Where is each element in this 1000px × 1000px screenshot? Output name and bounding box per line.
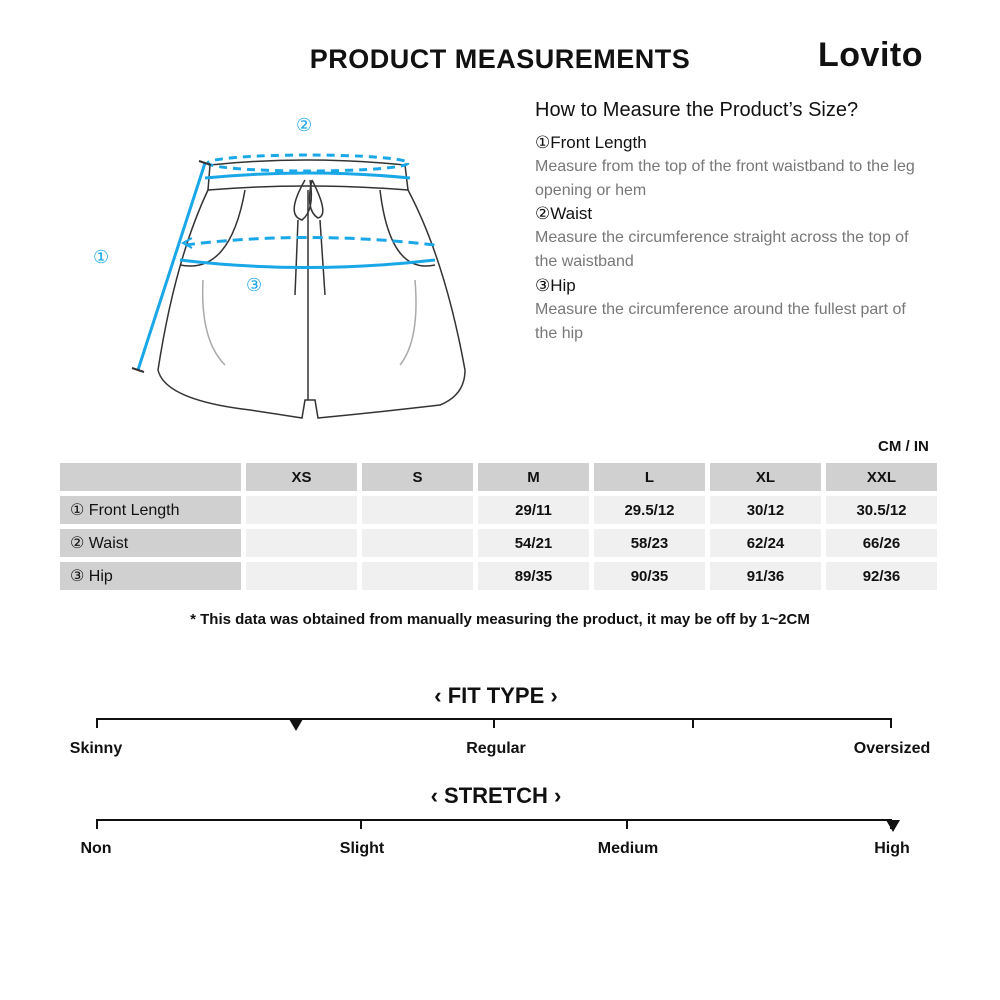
cell: 62/24 xyxy=(710,529,821,557)
scale-tick xyxy=(493,718,495,728)
scale-tick xyxy=(96,718,98,728)
guide-title: How to Measure the Product’s Size? xyxy=(535,99,859,121)
cell: 66/26 xyxy=(826,529,937,557)
scale-tick xyxy=(890,718,892,728)
marker-front-length: ① xyxy=(93,247,110,267)
guide-name: Waist xyxy=(550,204,593,223)
front-length-line xyxy=(136,162,207,371)
guide-item-waist: ②Waist xyxy=(535,204,592,224)
row-label: ③ Hip xyxy=(60,562,241,590)
column-header: M xyxy=(478,463,589,491)
column-header: XL xyxy=(710,463,821,491)
scale-tick xyxy=(96,819,98,829)
brand-logo: Lovito xyxy=(818,36,923,74)
page-title: PRODUCT MEASUREMENTS xyxy=(309,44,691,74)
measurement-note: * This data was obtained from manually m… xyxy=(190,611,810,628)
scale-tick xyxy=(626,819,628,829)
shorts-body xyxy=(157,189,466,419)
scale-tick xyxy=(692,718,694,728)
cell: 30/12 xyxy=(710,496,821,524)
fit-type-title: ‹ FIT TYPE › xyxy=(434,683,558,708)
fit-label: Oversized xyxy=(853,740,931,757)
cell xyxy=(362,562,473,590)
fit-label: Skinny xyxy=(69,740,123,757)
stretch-scale xyxy=(96,819,900,832)
guide-marker: ① xyxy=(535,133,551,152)
stretch-label: Non xyxy=(80,840,112,857)
fit-type-marker xyxy=(289,719,303,731)
guide-marker: ③ xyxy=(535,276,551,295)
cell: 91/36 xyxy=(710,562,821,590)
column-header: S xyxy=(362,463,473,491)
waistband xyxy=(207,159,409,191)
table-row: ③ Hip 89/35 90/35 91/36 92/36 xyxy=(60,562,937,590)
guide-desc: Measure the circumference around the ful… xyxy=(535,301,906,342)
table-header-row: XS S M L XL XXL xyxy=(60,463,937,491)
cell: 58/23 xyxy=(594,529,705,557)
column-header: XXL xyxy=(826,463,937,491)
cell: 29/11 xyxy=(478,496,589,524)
stretch-marker xyxy=(886,820,900,832)
hip-line xyxy=(184,236,436,247)
cell: 89/35 xyxy=(478,562,589,590)
table-row: ② Waist 54/21 58/23 62/24 66/26 xyxy=(60,529,937,557)
stretch-title: ‹ STRETCH › xyxy=(430,783,562,808)
cell xyxy=(246,529,357,557)
guide-name: Hip xyxy=(550,276,576,295)
cell: 90/35 xyxy=(594,562,705,590)
cell: 54/21 xyxy=(478,529,589,557)
cell xyxy=(362,529,473,557)
row-label: ② Waist xyxy=(60,529,241,557)
row-label: ① Front Length xyxy=(60,496,241,524)
size-table: XS S M L XL XXL ① Front Length 29/11 29.… xyxy=(55,458,942,595)
marker-waist: ② xyxy=(296,115,313,135)
stretch-label: High xyxy=(874,840,910,857)
cell xyxy=(246,562,357,590)
cell: 92/36 xyxy=(826,562,937,590)
guide-marker: ② xyxy=(535,204,551,223)
cell: 30.5/12 xyxy=(826,496,937,524)
stretch-label: Medium xyxy=(597,840,659,857)
fit-label: Regular xyxy=(466,740,526,757)
column-header: XS xyxy=(246,463,357,491)
shorts-diagram xyxy=(131,153,466,419)
column-header: L xyxy=(594,463,705,491)
guide-desc: Measure the circumference straight acros… xyxy=(535,229,909,270)
stretch-label: Slight xyxy=(339,840,385,857)
cell xyxy=(362,496,473,524)
guide-desc: Measure from the top of the front waistb… xyxy=(535,158,915,199)
table-row: ① Front Length 29/11 29.5/12 30/12 30.5/… xyxy=(60,496,937,524)
unit-label: CM / IN xyxy=(878,438,929,455)
header-blank xyxy=(60,463,241,491)
cell xyxy=(246,496,357,524)
marker-hip: ③ xyxy=(246,275,263,295)
guide-name: Front Length xyxy=(550,133,647,152)
cell: 29.5/12 xyxy=(594,496,705,524)
guide-item-hip: ③Hip xyxy=(535,276,576,296)
scale-tick xyxy=(360,819,362,829)
fit-type-scale xyxy=(96,718,892,731)
guide-item-front-length: ①Front Length xyxy=(535,133,647,153)
